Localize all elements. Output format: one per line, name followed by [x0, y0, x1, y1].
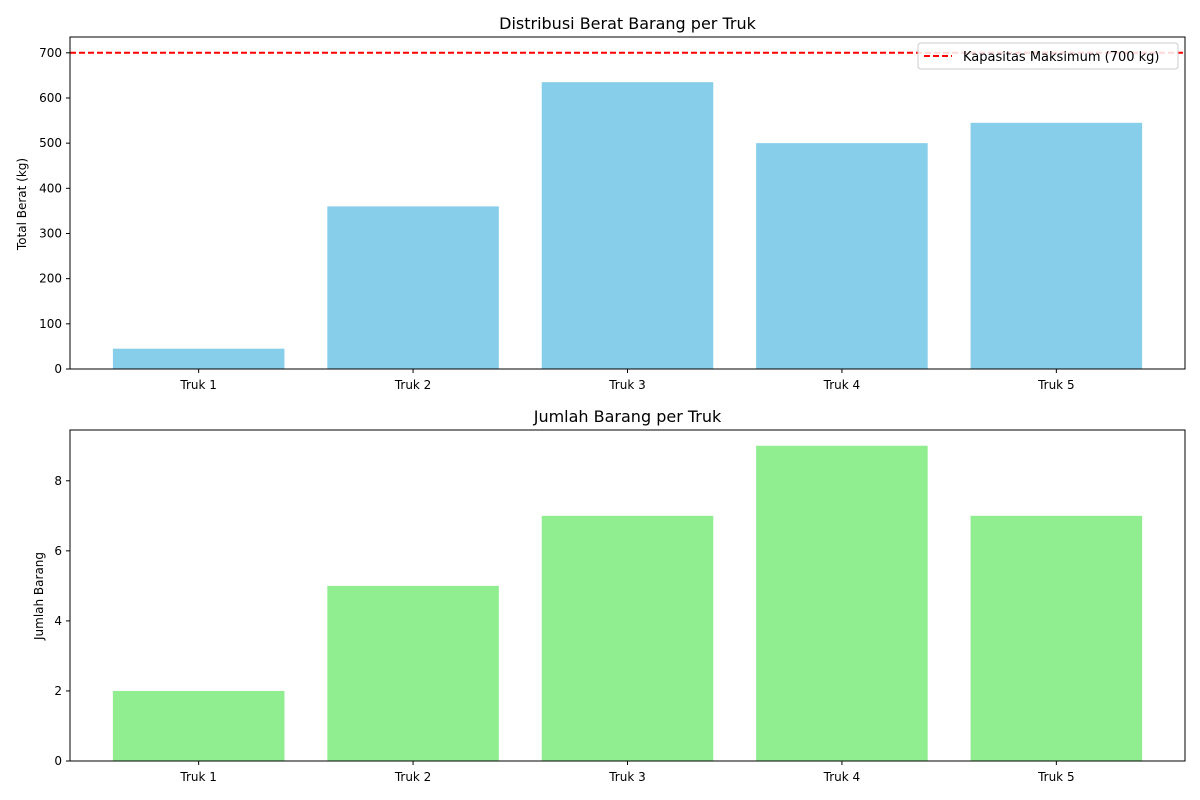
count-chart-ytick-label: 0 — [54, 754, 62, 768]
weight-chart: Distribusi Berat Barang per Truk Total B… — [15, 14, 1186, 392]
weight-chart-xtick-label: Truk 3 — [608, 378, 646, 392]
weight-chart-bars — [112, 82, 1143, 370]
count-chart-xtick-label: Truk 5 — [1037, 770, 1075, 784]
count-chart-bars — [112, 445, 1143, 761]
weight-chart-bar-4 — [756, 143, 928, 369]
count-chart-y-axis: 0 2 4 6 8 — [54, 474, 70, 768]
count-chart-ytick-label: 2 — [54, 684, 62, 698]
weight-chart-ylabel: Total Berat (kg) — [15, 158, 29, 251]
count-chart-bar-3 — [541, 515, 714, 761]
weight-chart-y-axis: 0 100 200 300 400 500 600 700 — [39, 46, 70, 376]
weight-chart-ytick-label: 600 — [39, 91, 62, 105]
count-chart-title: Jumlah Barang per Truk — [533, 407, 722, 426]
weight-chart-ytick-label: 300 — [39, 226, 62, 240]
weight-chart-xtick-label: Truk 4 — [823, 378, 861, 392]
count-chart-ytick-label: 4 — [54, 614, 62, 628]
count-chart: Jumlah Barang per Truk Jumlah Barang 0 2 4… — [32, 407, 1186, 784]
count-chart-ytick-label: 8 — [54, 474, 62, 488]
legend-entry-label: Kapasitas Maksimum (700 kg) — [963, 50, 1160, 65]
weight-chart-ytick-label: 200 — [39, 272, 62, 286]
weight-chart-ytick-label: 400 — [39, 181, 62, 195]
count-chart-xtick-label: Truk 3 — [608, 770, 646, 784]
count-chart-ytick-label: 6 — [54, 544, 62, 558]
weight-chart-bar-1 — [112, 348, 285, 369]
weight-chart-ytick-label: 500 — [39, 136, 62, 150]
weight-chart-legend: Kapasitas Maksimum (700 kg) — [917, 42, 1179, 70]
weight-chart-bar-3 — [541, 82, 714, 369]
count-chart-xtick-label: Truk 2 — [394, 770, 432, 784]
weight-chart-bar-5 — [970, 122, 1143, 370]
count-chart-x-axis: Truk 1 Truk 2 Truk 3 Truk 4 Truk 5 — [179, 761, 1075, 784]
weight-chart-xtick-label: Truk 5 — [1037, 378, 1075, 392]
count-chart-bar-2 — [327, 585, 499, 761]
legend-box — [917, 42, 1179, 70]
weight-chart-ytick-label: 100 — [39, 317, 62, 331]
count-chart-bar-5 — [970, 515, 1143, 761]
weight-chart-xtick-label: Truk 2 — [394, 378, 432, 392]
weight-chart-ytick-label: 0 — [54, 362, 62, 376]
weight-chart-x-axis: Truk 1 Truk 2 Truk 3 Truk 4 Truk 5 — [179, 369, 1075, 392]
weight-chart-ytick-label: 700 — [39, 46, 62, 60]
count-chart-bar-1 — [112, 690, 285, 761]
weight-chart-bar-2 — [327, 206, 499, 369]
count-chart-bar-4 — [756, 445, 928, 761]
count-chart-xtick-label: Truk 4 — [823, 770, 861, 784]
weight-chart-xtick-label: Truk 1 — [179, 378, 217, 392]
count-chart-ylabel: Jumlah Barang — [32, 552, 46, 641]
weight-chart-title: Distribusi Berat Barang per Truk — [499, 14, 756, 33]
count-chart-xtick-label: Truk 1 — [179, 770, 217, 784]
